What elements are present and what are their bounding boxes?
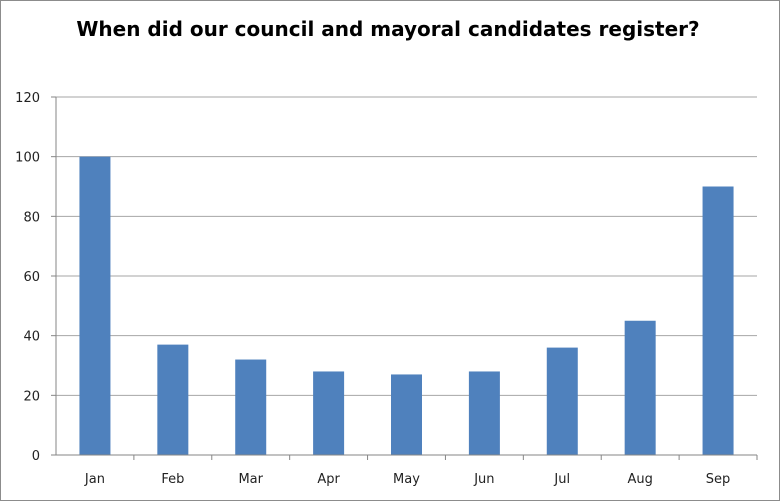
bar-jan bbox=[79, 156, 111, 455]
x-tick-label: Jan bbox=[84, 472, 105, 487]
x-tick-label: Aug bbox=[627, 472, 652, 487]
bar-aug bbox=[624, 320, 656, 455]
bar-apr bbox=[313, 371, 345, 455]
chart-title: When did our council and mayoral candida… bbox=[76, 17, 699, 41]
x-tick-label: Jul bbox=[553, 472, 570, 487]
x-tick-label: Mar bbox=[238, 472, 263, 487]
bar-jul bbox=[546, 347, 578, 455]
y-axis-ticks: 0 20 40 60 80 100 120 bbox=[15, 91, 40, 464]
bar-sep bbox=[702, 186, 734, 455]
x-axis-labels: Jan Feb Mar Apr May Jun Jul Aug Sep bbox=[84, 455, 758, 487]
bar-feb bbox=[157, 344, 189, 455]
bar-may bbox=[391, 374, 422, 455]
bar-mar bbox=[235, 359, 267, 455]
x-tick-label: Feb bbox=[161, 472, 184, 487]
bars bbox=[79, 156, 734, 455]
y-tick-label: 60 bbox=[23, 270, 40, 285]
y-tick-label: 80 bbox=[23, 210, 40, 225]
y-tick-label: 20 bbox=[23, 389, 40, 404]
y-tick-label: 100 bbox=[15, 151, 40, 166]
x-tick-label: Jun bbox=[473, 472, 494, 487]
bar-jun bbox=[468, 371, 500, 455]
x-tick-label: Apr bbox=[317, 472, 340, 487]
y-tick-label: 120 bbox=[15, 91, 40, 106]
x-tick-label: May bbox=[393, 472, 420, 487]
y-tick-label: 40 bbox=[23, 330, 40, 345]
y-tick-label: 0 bbox=[32, 449, 40, 464]
x-tick-label: Sep bbox=[706, 472, 731, 487]
